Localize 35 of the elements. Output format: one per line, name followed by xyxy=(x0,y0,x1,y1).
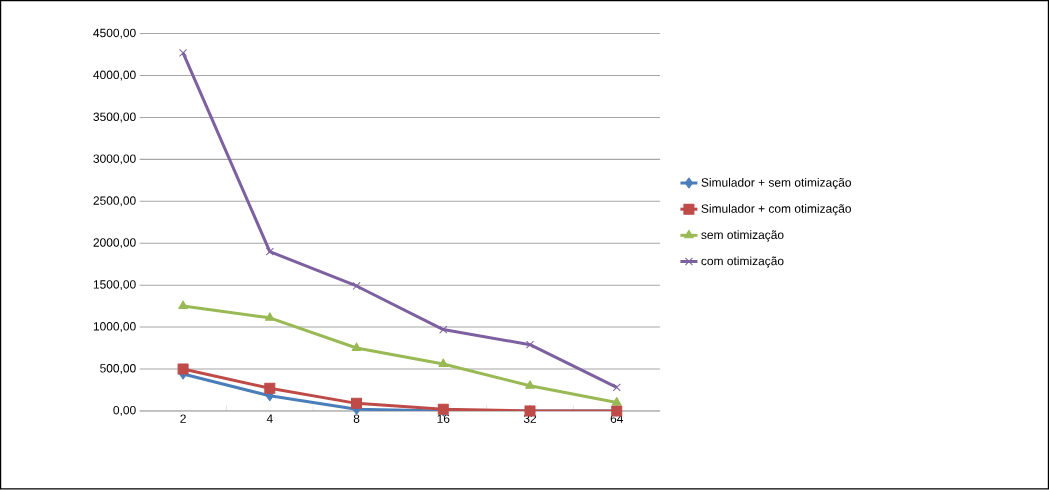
legend-label: sem otimização xyxy=(701,230,784,242)
y-tick-label: 0,00 xyxy=(113,406,136,417)
point xyxy=(439,325,448,334)
legend-label: Simulador + com otimização xyxy=(701,204,851,216)
legend-label: com otimização xyxy=(701,256,784,268)
point xyxy=(525,380,535,389)
point xyxy=(611,397,622,406)
point xyxy=(438,358,449,368)
x-tick-label: 64 xyxy=(610,414,624,424)
x-tick-label: 4 xyxy=(266,414,273,423)
x-tick-label: 16 xyxy=(437,414,450,424)
point xyxy=(351,398,363,410)
x-tick-label: 2 xyxy=(180,414,186,423)
y-tick-label: 3500,00 xyxy=(93,112,136,123)
point xyxy=(177,363,189,375)
point xyxy=(351,342,362,352)
point xyxy=(265,247,274,256)
y-tick-label: 2000,00 xyxy=(93,238,136,249)
x-tick-label: 32 xyxy=(523,414,537,424)
y-tick-label: 500,00 xyxy=(100,364,136,375)
point xyxy=(264,312,275,322)
y-tick-label: 2500,00 xyxy=(93,196,136,207)
point xyxy=(264,382,276,394)
point xyxy=(352,282,361,291)
y-tick-label: 3000,00 xyxy=(93,154,136,165)
y-tick-label: 1000,00 xyxy=(93,322,136,333)
y-tick-label: 4500,00 xyxy=(93,28,136,39)
point xyxy=(612,383,621,392)
y-tick-label: 1500,00 xyxy=(93,280,136,291)
point xyxy=(179,49,188,58)
legend-label: Simulador + sem otimização xyxy=(701,178,851,190)
point xyxy=(178,300,188,310)
y-tick-label: 4000,00 xyxy=(93,70,136,81)
point xyxy=(525,340,535,349)
x-tick-label: 8 xyxy=(353,414,360,424)
